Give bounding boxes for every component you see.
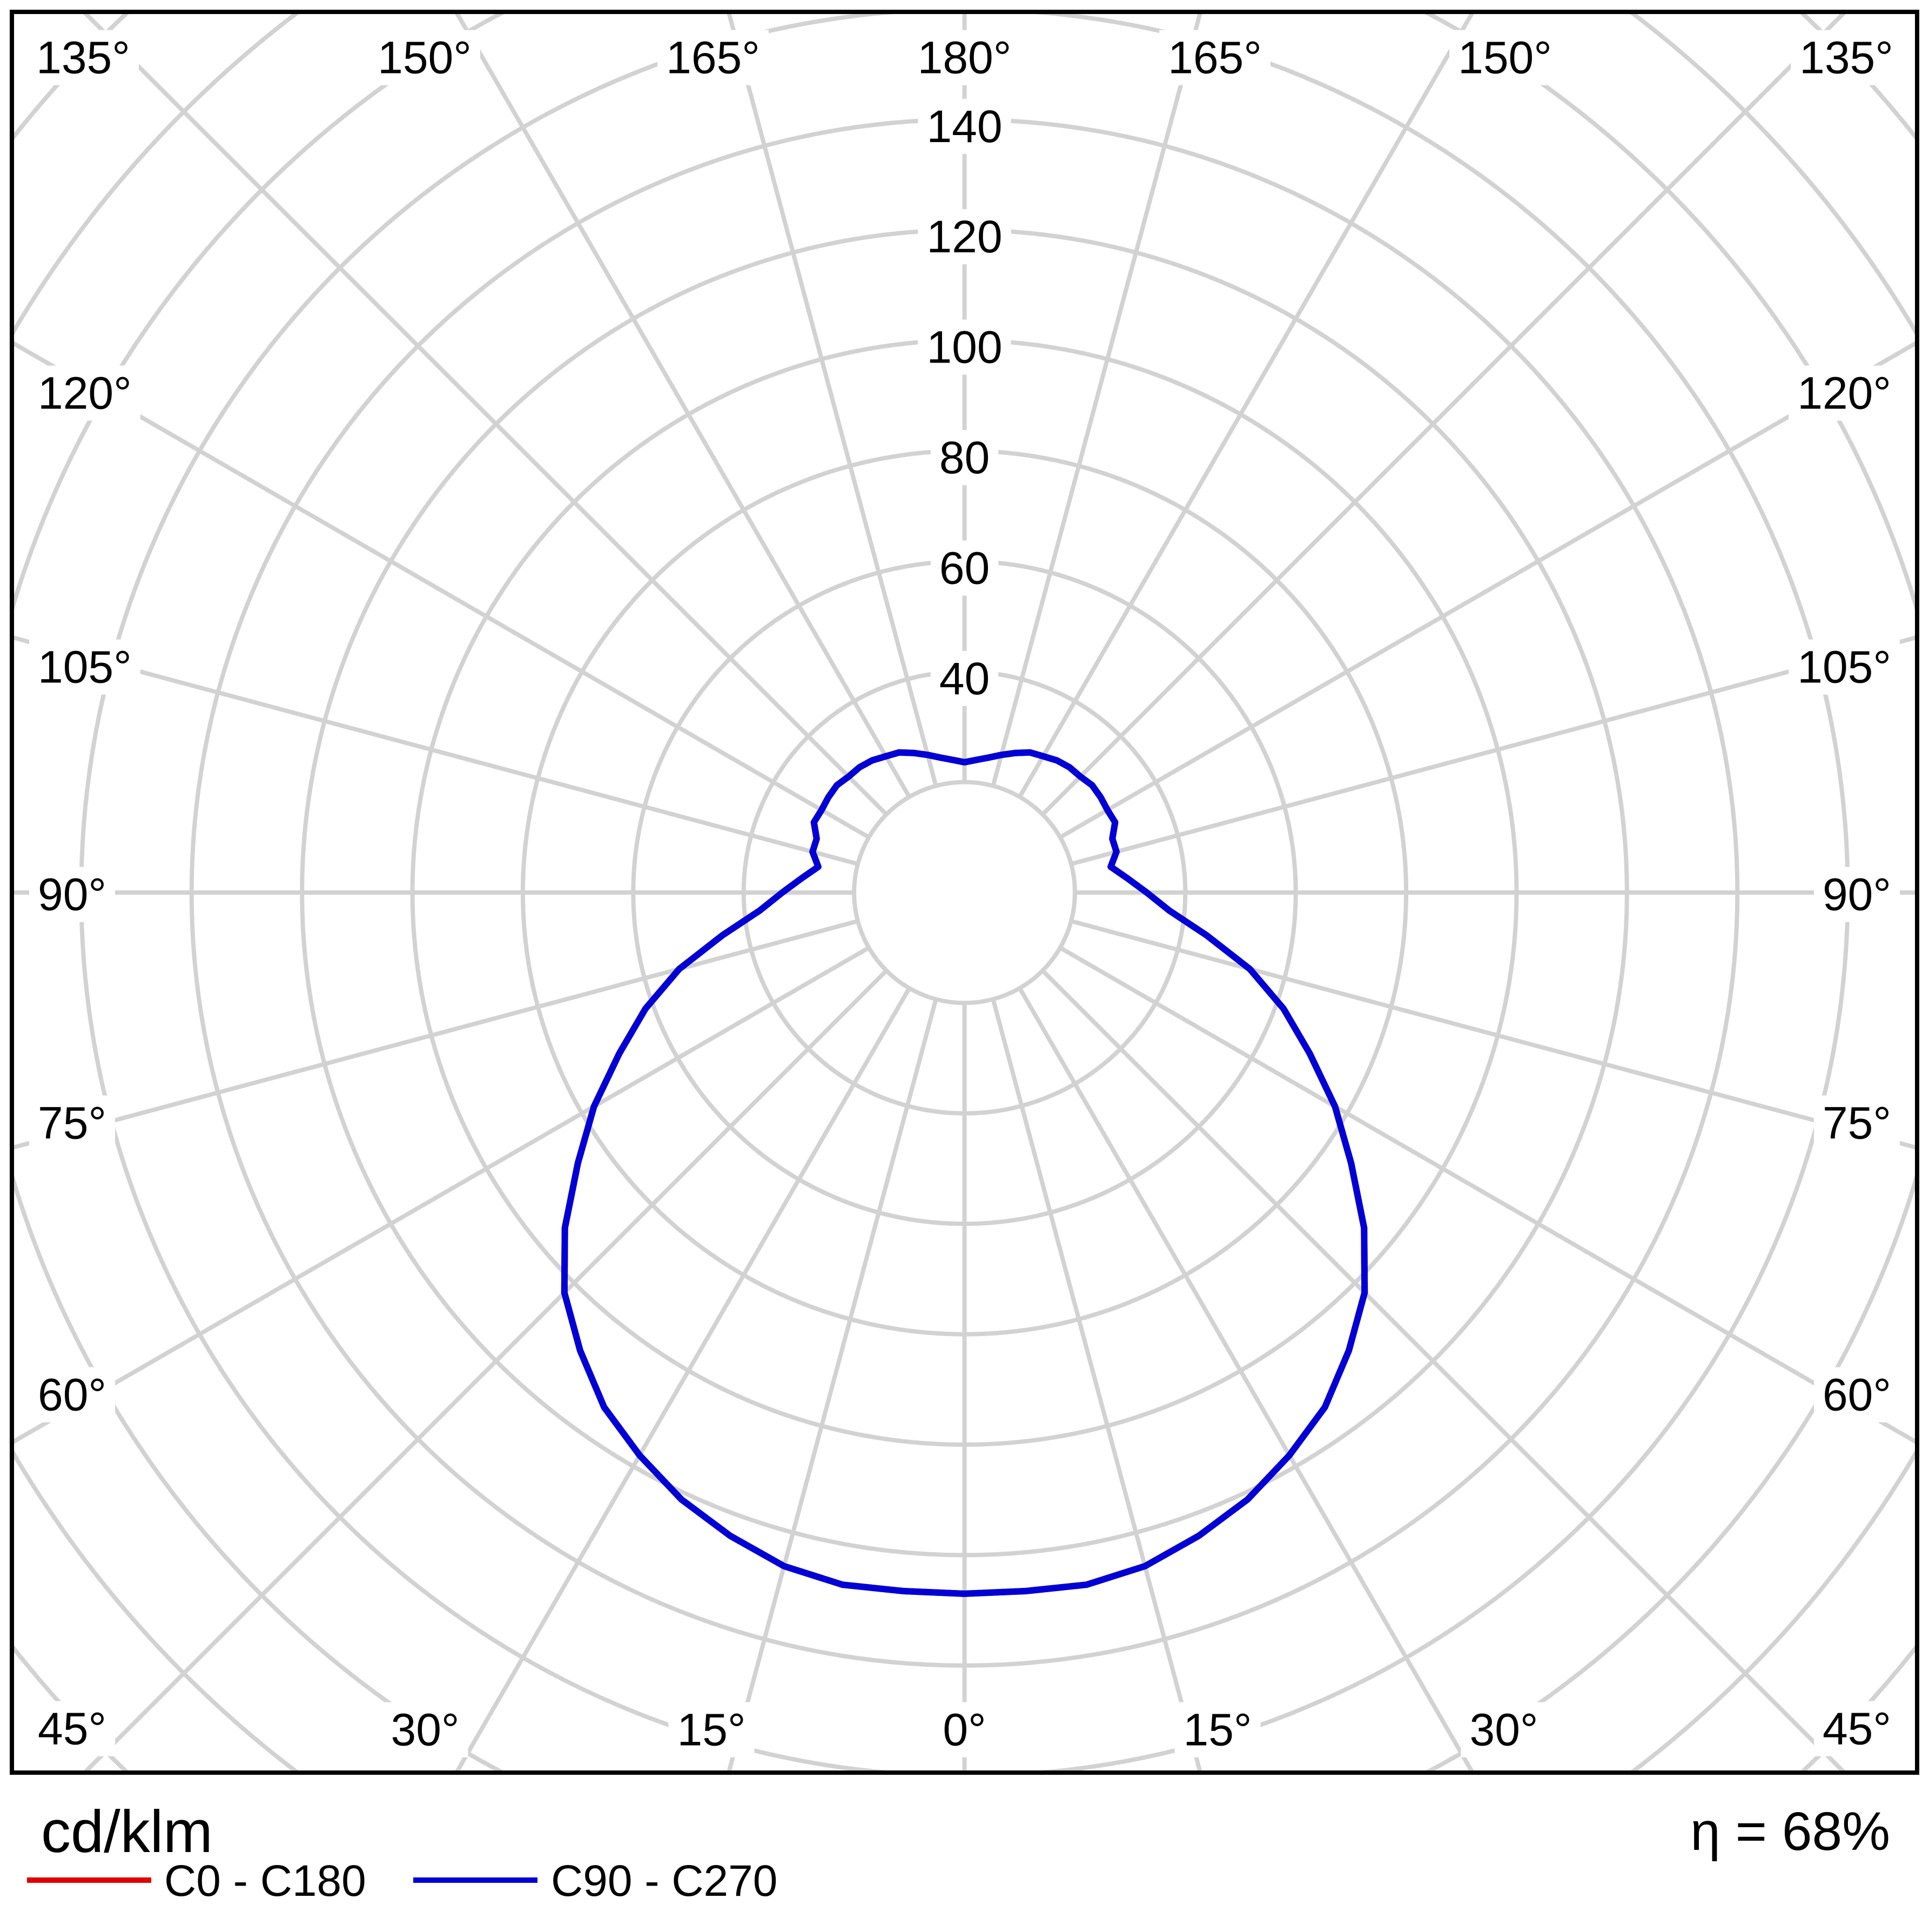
grid-radial-line — [1070, 635, 1917, 866]
angle-label-right-background — [1813, 1701, 1900, 1756]
radial-tick-label-background — [918, 319, 1011, 375]
legend-item-c0: C0 - C180 — [27, 1856, 366, 1906]
angle-label-top-background — [369, 30, 480, 85]
grid-radial-line — [12, 919, 859, 1150]
angle-label-right: 45° — [1823, 1703, 1891, 1754]
angle-label-top-background — [1449, 30, 1561, 85]
grid-radial-line — [991, 12, 1203, 787]
angle-label-bottom-background — [1461, 1702, 1547, 1757]
radial-tick-label: 140 — [926, 101, 1002, 152]
angle-label-bottom-background — [382, 1702, 468, 1757]
angle-label-right-background — [1789, 365, 1900, 421]
angle-label-bottom-background — [668, 1702, 755, 1757]
angle-label-right-background — [1813, 1367, 1900, 1423]
radial-tick-label-background — [918, 209, 1011, 265]
angle-label-right: 75° — [1823, 1098, 1891, 1149]
unit-label: cd/klm — [41, 1799, 213, 1865]
efficiency-label: η = 68% — [1690, 1801, 1890, 1862]
grid-radial-line — [1041, 969, 1848, 1773]
angle-label-top: 165° — [1168, 32, 1262, 83]
angle-label-bottom: 30° — [1469, 1705, 1538, 1755]
plot-border — [10, 10, 1919, 1775]
grid-radial-line — [453, 12, 911, 798]
angle-label-right: 120° — [1797, 368, 1891, 419]
angle-label-top: 150° — [1458, 32, 1552, 83]
grid-radial-line — [1018, 987, 1475, 1773]
angle-label-left-background — [29, 639, 140, 695]
grid-radial-line — [1070, 919, 1917, 1150]
grid-radial-line — [726, 12, 938, 787]
angle-label-left-background — [29, 1701, 116, 1756]
angle-label-right-background — [1789, 639, 1900, 695]
angle-label-bottom-background — [1174, 1702, 1261, 1757]
angle-label-top: 180° — [918, 32, 1012, 83]
legend-label-c90-c270: C90 - C270 — [551, 1856, 777, 1906]
grid-radial-line — [1018, 12, 1476, 798]
angle-label-left-background — [29, 1095, 116, 1151]
grid-radial-line — [1059, 945, 1917, 1445]
angle-label-left: 45° — [38, 1703, 106, 1754]
angle-label-top: 150° — [378, 32, 472, 83]
angle-label-top: 135° — [36, 32, 130, 83]
grid-radial-line — [991, 998, 1203, 1773]
angle-label-bottom: 15° — [677, 1705, 745, 1755]
curve-C90-C270 — [561, 749, 1368, 1597]
intensity-curves — [561, 749, 1368, 1597]
angle-label-bottom: 0° — [943, 1705, 986, 1755]
angle-label-bottom-background — [934, 1702, 995, 1757]
grid-radial-line — [1059, 340, 1917, 840]
angle-label-left: 75° — [38, 1098, 106, 1149]
angle-label-right: 90° — [1823, 869, 1891, 920]
angle-label-left: 105° — [38, 642, 132, 693]
angle-label-bottom: 30° — [391, 1705, 459, 1755]
radial-tick-label: 80 — [939, 432, 990, 483]
legend-label-c0-c180: C0 - C180 — [164, 1856, 366, 1906]
radial-tick-label-background — [918, 98, 1011, 154]
angle-label-left-background — [29, 867, 116, 922]
angle-label-top: 135° — [1799, 32, 1893, 83]
grid-radial-line — [81, 969, 888, 1773]
legend-item-c90: C90 - C270 — [413, 1856, 777, 1906]
radial-tick-label-background — [930, 540, 999, 596]
angle-label-right: 60° — [1823, 1370, 1891, 1420]
angle-label-left: 120° — [38, 368, 132, 419]
legend: C0 - C180 C90 - C270 — [27, 1856, 777, 1906]
angle-label-top-background — [909, 30, 1020, 85]
grid-radial-line — [12, 340, 870, 840]
angle-label-left-background — [29, 1367, 116, 1423]
radial-tick-label: 40 — [939, 653, 990, 704]
angle-label-top-background — [1159, 30, 1271, 85]
radial-tick-label: 100 — [926, 322, 1002, 373]
angle-label-right: 105° — [1797, 642, 1891, 693]
axis-labels: 135° 150° 165° 180° 165° 150° 135° 120° 105° 90° 7… — [28, 30, 1902, 1757]
angle-label-left: 60° — [38, 1370, 106, 1420]
angle-label-top: 165° — [666, 32, 760, 83]
angle-label-top-background — [1791, 30, 1902, 85]
angle-label-top-background — [657, 30, 769, 85]
radial-tick-label-background — [930, 650, 999, 706]
footer: cd/klm η = 68% C0 - C180 C90 - C270 — [27, 1799, 1890, 1906]
grid-radial-line — [726, 998, 938, 1773]
angle-label-left-background — [29, 365, 140, 421]
radial-tick-label-background — [930, 430, 999, 486]
angle-label-left: 90° — [38, 869, 106, 920]
grid-radial-line — [454, 987, 911, 1773]
radial-tick-label: 60 — [939, 542, 990, 593]
grid-radial-line — [12, 635, 859, 866]
radial-tick-label: 120 — [926, 211, 1002, 262]
angle-label-bottom: 15° — [1183, 1705, 1252, 1755]
grid-radial-line — [12, 945, 870, 1445]
angle-label-right-background — [1813, 1095, 1900, 1151]
angle-label-right-background — [1813, 867, 1900, 922]
angle-label-top-background — [28, 30, 139, 85]
